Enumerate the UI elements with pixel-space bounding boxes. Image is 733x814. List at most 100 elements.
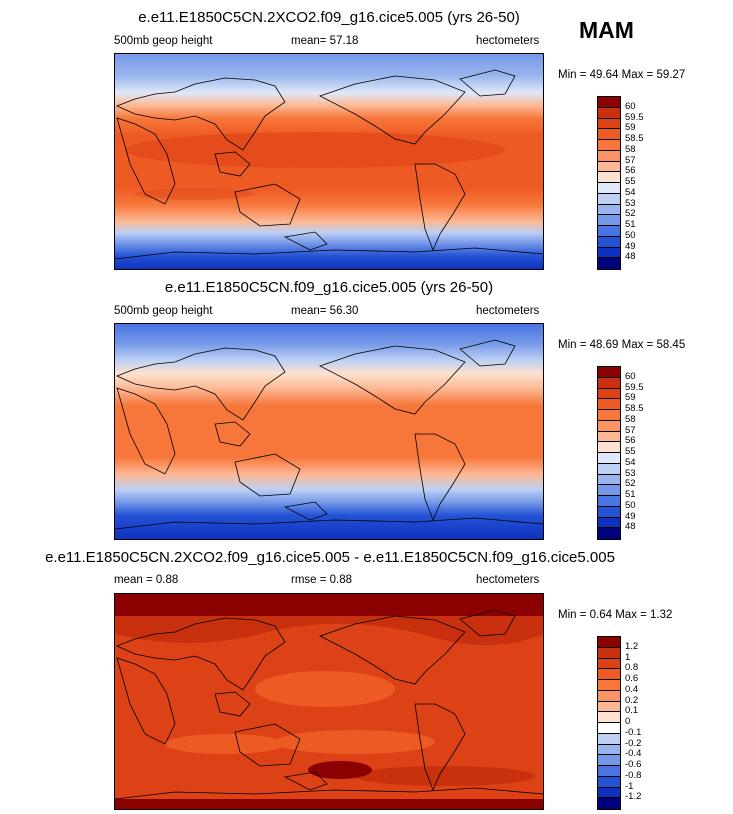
colorbar-swatch — [598, 172, 620, 183]
panel2-minmax: Min = 48.69 Max = 58.45 — [558, 339, 686, 351]
colorbar-swatch — [598, 161, 620, 173]
colorbar-swatch — [598, 183, 620, 194]
colorbar-swatch — [598, 226, 620, 237]
panel3-coastlines — [115, 609, 543, 800]
colorbar-swatch — [598, 204, 620, 216]
colorbar-tick-label: 60 — [625, 370, 636, 382]
colorbar-tick-label: 55 — [625, 446, 636, 457]
colorbar-swatch — [598, 474, 620, 486]
colorbar-swatch — [598, 496, 620, 507]
colorbar-swatch — [598, 140, 620, 151]
colorbar-tick-label: -0.1 — [625, 726, 642, 738]
colorbar-swatch — [598, 150, 620, 162]
colorbar-swatch — [598, 755, 620, 766]
panel3-minmax: Min = 0.64 Max = 1.32 — [558, 609, 673, 621]
colorbar-tick-label: 59 — [625, 392, 636, 404]
colorbar-swatch — [598, 399, 620, 410]
colorbar-swatch — [598, 776, 620, 788]
colorbar-tick-label: 50 — [625, 499, 636, 511]
panel2-field-svg — [115, 324, 543, 539]
panel1-mean-label: mean= 57.18 — [291, 35, 359, 47]
panel1-variable-label: 500mb geop height — [114, 35, 213, 47]
colorbar-tick-label: 0.4 — [625, 683, 639, 695]
colorbar-tick-label: 52 — [625, 478, 636, 490]
colorbar-swatch — [598, 453, 620, 464]
colorbar-tick-label: 59.5 — [625, 111, 644, 123]
colorbar-swatch — [598, 637, 620, 648]
colorbar-swatch — [598, 733, 620, 745]
colorbar-tick-label: 54 — [625, 456, 636, 468]
colorbar-swatch — [598, 798, 620, 809]
colorbar-tick-label: 0.1 — [625, 705, 639, 717]
colorbar-tick-label: 1.2 — [625, 640, 639, 652]
colorbar-tick-label: 51 — [625, 219, 636, 230]
colorbar-swatch — [598, 485, 620, 496]
panel2-variable-label: 500mb geop height — [114, 305, 213, 317]
panel3-map — [114, 593, 544, 810]
colorbar-tick-label: -0.2 — [625, 737, 642, 749]
colorbar-tick-label: 58.5 — [625, 133, 644, 144]
panel1-coastlines — [115, 69, 543, 260]
colorbar-tick-label: 53 — [625, 467, 636, 479]
colorbar-tick-label: 1 — [625, 651, 631, 663]
colorbar-swatch — [598, 118, 620, 130]
colorbar-tick-label: 57 — [625, 154, 636, 166]
colorbar-swatch — [598, 97, 620, 108]
colorbar-tick-label: 56 — [625, 435, 636, 447]
colorbar-tick-label: 53 — [625, 197, 636, 209]
panel3-colorbar-labels: 1.2 1 0.8 0.6 0.4 0.2 0.1 0 -0.1 -0.2 -0.4 -0.6 -0.8… — [625, 636, 665, 808]
colorbar-tick-label: -0.6 — [625, 759, 642, 770]
panel1-colorbar-labels: 60 59.5 59 58.5 58 57 56 55 54 53 52 51 50 49 48 — [625, 96, 665, 268]
panel3-colorbar — [597, 636, 621, 810]
panel3-mean-label: mean = 0.88 — [114, 574, 179, 586]
panel2-title: e.e11.E1850C5CN.f09_g16.cice5.005 (yrs 2… — [164, 279, 494, 296]
colorbar-swatch — [598, 506, 620, 518]
colorbar-tick-label: 58 — [625, 143, 636, 155]
colorbar-tick-label: -1.2 — [625, 791, 642, 803]
colorbar-tick-label: 50 — [625, 229, 636, 241]
colorbar-tick-label: 51 — [625, 489, 636, 500]
panel2-colorbar — [597, 366, 621, 540]
colorbar-tick-label: 48 — [625, 251, 636, 263]
colorbar-tick-label: -1 — [625, 780, 634, 792]
panel2-mean-label: mean= 56.30 — [291, 305, 359, 317]
colorbar-swatch — [598, 431, 620, 443]
colorbar-tick-label: -0.8 — [625, 769, 642, 781]
colorbar-swatch — [598, 701, 620, 713]
panel3-title: e.e11.E1850C5CN.2XCO2.f09_g16.cice5.005 … — [45, 549, 615, 566]
colorbar-swatch — [598, 723, 620, 734]
colorbar-tick-label: 57 — [625, 424, 636, 436]
panel2-coastlines — [115, 339, 543, 530]
colorbar-swatch — [598, 658, 620, 670]
colorbar-swatch — [598, 388, 620, 400]
colorbar-swatch — [598, 215, 620, 226]
panel2-map — [114, 323, 544, 540]
season-label: MAM — [579, 17, 634, 43]
colorbar-swatch — [598, 669, 620, 680]
colorbar-swatch — [598, 463, 620, 475]
panel2-colorbar-labels: 60 59.5 59 58.5 58 57 56 55 54 53 52 51 50 49 48 — [625, 366, 665, 538]
colorbar-tick-label: 56 — [625, 165, 636, 177]
panel3-rmse-label: rmse = 0.88 — [291, 574, 353, 586]
panel1-units-label: hectometers — [476, 35, 540, 47]
colorbar-tick-label: 0.2 — [625, 694, 639, 706]
colorbar-tick-label: 48 — [625, 521, 636, 533]
colorbar-swatch — [598, 367, 620, 378]
colorbar-swatch — [598, 442, 620, 453]
panel1-colorbar — [597, 96, 621, 270]
colorbar-swatch — [598, 420, 620, 432]
colorbar-swatch — [598, 517, 620, 529]
colorbar-tick-label: 59 — [625, 122, 636, 134]
colorbar-tick-label: 0.8 — [625, 662, 639, 674]
colorbar-tick-label: -0.4 — [625, 748, 642, 760]
panel1-map — [114, 53, 544, 270]
colorbar-tick-label: 59.5 — [625, 381, 644, 393]
colorbar-tick-label: 55 — [625, 176, 636, 187]
colorbar-tick-label: 0 — [625, 716, 631, 727]
colorbar-swatch — [598, 744, 620, 756]
colorbar-swatch — [598, 680, 620, 691]
colorbar-tick-label: 49 — [625, 510, 636, 522]
colorbar-tick-label: 60 — [625, 100, 636, 112]
colorbar-tick-label: 49 — [625, 240, 636, 252]
colorbar-tick-label: 54 — [625, 186, 636, 198]
